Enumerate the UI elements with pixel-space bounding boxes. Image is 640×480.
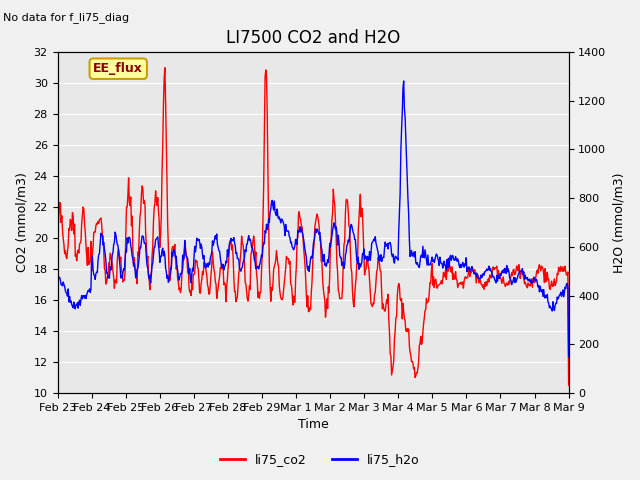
li75_co2 bbox=[54, 224, 61, 230]
li75_h2o bbox=[116, 256, 124, 262]
li75_co2 bbox=[195, 277, 203, 283]
Y-axis label: CO2 (mmol/m3): CO2 (mmol/m3) bbox=[15, 172, 28, 272]
li75_h2o bbox=[390, 258, 397, 264]
li75_co2 bbox=[376, 262, 383, 267]
li75_h2o bbox=[195, 238, 202, 243]
li75_h2o bbox=[564, 354, 572, 360]
Line: li75_co2: li75_co2 bbox=[58, 68, 568, 385]
li75_co2 bbox=[168, 246, 176, 252]
li75_co2 bbox=[564, 383, 572, 388]
Title: LI7500 CO2 and H2O: LI7500 CO2 and H2O bbox=[226, 29, 400, 48]
li75_h2o bbox=[168, 266, 175, 272]
li75_co2 bbox=[390, 336, 398, 342]
li75_h2o bbox=[63, 290, 70, 296]
X-axis label: Time: Time bbox=[298, 419, 328, 432]
li75_h2o bbox=[375, 257, 383, 263]
Text: No data for f_li75_diag: No data for f_li75_diag bbox=[3, 12, 129, 23]
li75_h2o bbox=[54, 272, 61, 278]
Y-axis label: H2O (mmol/m3): H2O (mmol/m3) bbox=[612, 172, 625, 273]
li75_co2 bbox=[116, 252, 124, 257]
li75_h2o bbox=[400, 78, 408, 84]
li75_co2 bbox=[63, 256, 70, 262]
Line: li75_h2o: li75_h2o bbox=[58, 81, 568, 357]
li75_co2 bbox=[161, 65, 169, 71]
Text: EE_flux: EE_flux bbox=[93, 62, 143, 75]
Legend: li75_co2, li75_h2o: li75_co2, li75_h2o bbox=[215, 448, 425, 471]
